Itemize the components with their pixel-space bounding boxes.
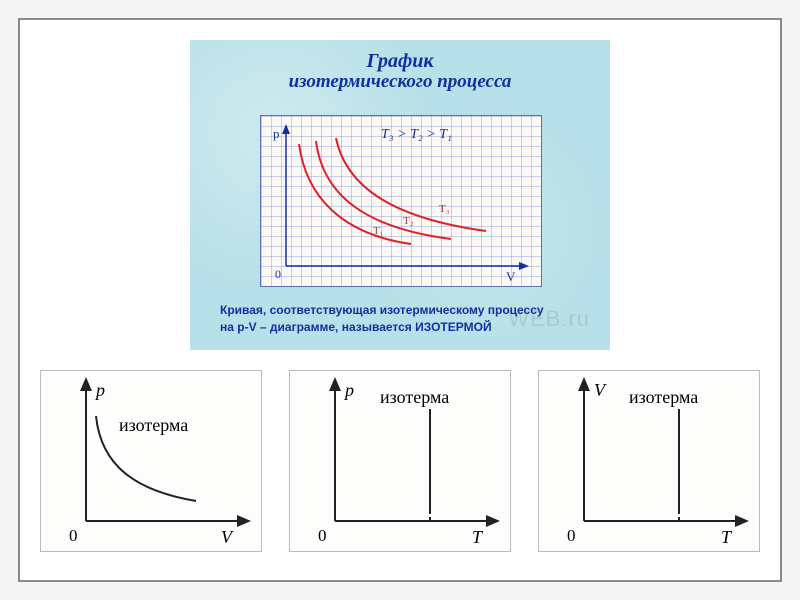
mini1-origin: 0 (318, 526, 327, 545)
top-panel: График изотермического процесса p V 0 T₃… (190, 40, 610, 350)
mini0-xlabel: V (221, 527, 234, 547)
bottom-row: p V 0 изотерма p T 0 изотерма (40, 370, 760, 560)
mini1-ylabel: p (343, 380, 354, 400)
mini1-xlabel: T (472, 527, 484, 547)
main-chart-svg: p V 0 T₃ > T₂ > T₁ T₁ T₂ T₃ (261, 116, 541, 286)
watermark: WEB.ru (508, 306, 590, 332)
title-line-2: изотермического процесса (190, 71, 610, 93)
mini0-text: изотерма (119, 415, 188, 435)
curve-label-t3: T₃ (439, 203, 450, 215)
title-line-1: График (190, 50, 610, 73)
mini-chart-pv-svg: p V 0 изотерма (41, 371, 261, 551)
mini2-text: изотерма (629, 387, 698, 407)
curve-label-t1: T₁ (373, 225, 384, 237)
curve-label-t2: T₂ (403, 215, 414, 227)
mini-chart-pt-svg: p T 0 изотерма (290, 371, 510, 551)
mini1-text: изотерма (380, 387, 449, 407)
main-chart: p V 0 T₃ > T₂ > T₁ T₁ T₂ T₃ (260, 115, 542, 287)
mini-chart-pt: p T 0 изотерма (289, 370, 511, 552)
mini2-xlabel: T (721, 527, 733, 547)
relation-text: T₃ > T₂ > T₁ (381, 127, 452, 142)
mini2-ylabel: V (594, 380, 607, 400)
mini-chart-vt-svg: V T 0 изотерма (539, 371, 759, 551)
mini-chart-vt: V T 0 изотерма (538, 370, 760, 552)
main-xlabel: V (506, 269, 516, 284)
curve-t1 (299, 144, 411, 244)
mini0-origin: 0 (69, 526, 78, 545)
mini0-ylabel: p (94, 380, 105, 400)
outer-frame: График изотермического процесса p V 0 T₃… (18, 18, 782, 582)
mini-chart-pv: p V 0 изотерма (40, 370, 262, 552)
main-origin: 0 (275, 267, 281, 281)
mini2-origin: 0 (567, 526, 576, 545)
main-ylabel: p (273, 126, 280, 141)
title-block: График изотермического процесса (190, 40, 610, 93)
